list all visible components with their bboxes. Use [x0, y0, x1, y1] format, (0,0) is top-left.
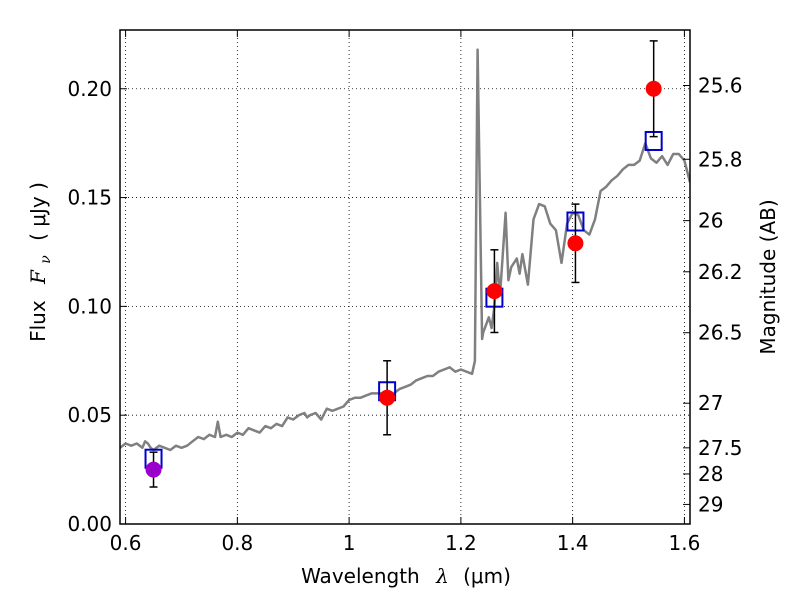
- x-tick-label: 0.6: [110, 531, 142, 555]
- axis-ticks: 0.6 0.8 1 1.2 1.4 1.6 0.00 0.05 0.10 0.15 0.20 25.6…: [67, 30, 743, 555]
- photometry-point: [645, 80, 662, 97]
- x-tick-label: 1.4: [557, 531, 589, 555]
- photometry-point: [145, 461, 162, 478]
- mag-tick-label: 27.5: [698, 436, 743, 460]
- mag-tick-label: 29: [698, 492, 723, 516]
- y-tick-label: 0.05: [67, 403, 112, 427]
- plot-frame: [119, 29, 691, 525]
- mag-tick-label: 25.6: [698, 73, 743, 97]
- x-tick-label: 1.2: [445, 531, 477, 555]
- y-axis-label-subscript: ν: [38, 255, 54, 264]
- y-axis-label-right: Magnitude (AB): [756, 199, 780, 354]
- mag-tick-label: 26: [698, 209, 723, 233]
- y-tick-label: 0.10: [67, 294, 112, 318]
- x-tick-label: 0.8: [221, 531, 253, 555]
- photometry-point: [567, 235, 584, 252]
- y-axis-label-symbol: F: [26, 269, 50, 285]
- y-axis-label-text: Flux: [26, 300, 50, 342]
- spectrum-line: [120, 48, 690, 452]
- mag-tick-label: 27: [698, 391, 723, 415]
- photometry-point: [379, 389, 396, 406]
- grid-lines: [120, 30, 690, 524]
- y-axis-label-left: Flux F ν ( μJy ): [26, 182, 55, 342]
- x-tick-label: 1: [343, 531, 356, 555]
- x-axis-label-unit: (μm): [463, 564, 511, 588]
- photometry-layer: [144, 40, 663, 488]
- mag-tick-label: 28: [698, 462, 723, 486]
- mag-tick-label: 26.2: [698, 260, 743, 284]
- x-tick-label: 1.6: [669, 531, 701, 555]
- photometry-point: [486, 283, 503, 300]
- y-tick-label: 0.20: [67, 77, 112, 101]
- y-axis-label-unit: ( μJy ): [26, 182, 50, 241]
- mag-tick-label: 25.8: [698, 147, 743, 171]
- mag-tick-label: 26.5: [698, 321, 743, 345]
- x-axis-label-symbol: λ: [435, 564, 449, 588]
- x-axis-label-text: Wavelength: [301, 564, 420, 588]
- x-axis-label: Wavelength λ (μm): [301, 564, 511, 588]
- y-tick-label: 0.15: [67, 186, 112, 210]
- y-tick-label: 0.00: [67, 512, 112, 536]
- spectrum-layer: [120, 48, 690, 452]
